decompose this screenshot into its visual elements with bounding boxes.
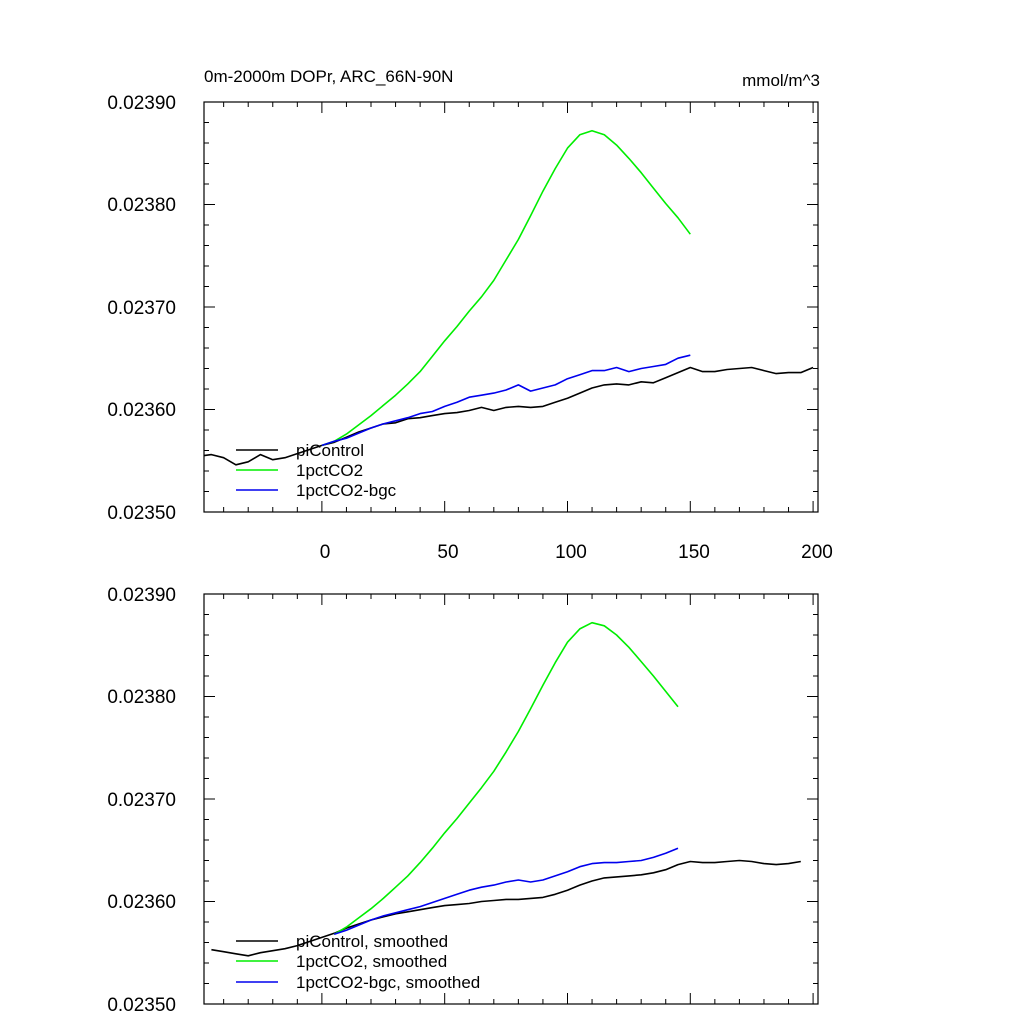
bottom-y-tick-label-0.02350: 0.02350	[107, 995, 176, 1016]
bottom-y-tick-labels: 0.02390 0.02380 0.02370 0.02360 0.02350	[107, 585, 176, 1016]
bottom-series-line-1pctco2-bgc-smoothed	[333, 847, 679, 936]
top-y-tick-label-0.02370: 0.02370	[107, 298, 176, 319]
legend-label-picontrol: piControl	[296, 441, 364, 460]
top-axis-ticks	[204, 101, 818, 513]
top-chart-units: mmol/m^3	[742, 71, 820, 90]
bottom-legend: piControl, smoothed 1pctCO2, smoothed 1p…	[236, 932, 480, 992]
x-tick-label-150: 150	[678, 542, 710, 563]
bottom-y-tick-label-0.02360: 0.02360	[107, 892, 176, 913]
top-series-line-1pctco2	[321, 129, 691, 447]
bottom-series-lines	[211, 621, 801, 957]
legend-label-1pctco2: 1pctCO2	[296, 461, 363, 480]
legend-label-1pctco2-smoothed: 1pctCO2, smoothed	[296, 952, 447, 971]
bottom-y-tick-label-0.02390: 0.02390	[107, 585, 176, 606]
top-series-line-1pctco2-bgc	[321, 354, 691, 447]
top-series-line-picontrol	[203, 366, 814, 466]
top-panel: 0m-2000m DOPr, ARC_66N-90N mmol/m^3 0.02…	[107, 67, 833, 563]
top-y-tick-label-0.02390: 0.02390	[107, 93, 176, 114]
x-tick-label-200: 200	[801, 542, 833, 563]
legend-label-picontrol-smoothed: piControl, smoothed	[296, 932, 448, 951]
top-chart-title: 0m-2000m DOPr, ARC_66N-90N	[204, 67, 453, 86]
top-legend: piControl 1pctCO2 1pctCO2-bgc	[236, 441, 397, 500]
bottom-series-line-picontrol-smoothed	[211, 859, 801, 957]
top-y-tick-label-0.02360: 0.02360	[107, 400, 176, 421]
bottom-y-tick-label-0.02370: 0.02370	[107, 790, 176, 811]
top-y-tick-label-0.02350: 0.02350	[107, 503, 176, 524]
bottom-series-line-1pctco2-smoothed	[333, 621, 679, 935]
legend-label-1pctco2-bgc-smoothed: 1pctCO2-bgc, smoothed	[296, 973, 480, 992]
top-x-tick-labels: 0 50 100 150 200	[320, 542, 833, 563]
bottom-panel: 0.02390 0.02380 0.02370 0.02360 0.02350 …	[107, 585, 819, 1016]
bottom-y-tick-label-0.02380: 0.02380	[107, 687, 176, 708]
bottom-axis-ticks	[204, 593, 818, 1005]
x-tick-label-100: 100	[555, 542, 587, 563]
top-series-lines	[203, 129, 814, 466]
x-tick-label-50: 50	[437, 542, 458, 563]
top-y-tick-label-0.02380: 0.02380	[107, 195, 176, 216]
x-tick-label-0: 0	[320, 542, 331, 563]
top-y-tick-labels: 0.02390 0.02380 0.02370 0.02360 0.02350	[107, 93, 176, 524]
legend-label-1pctco2-bgc: 1pctCO2-bgc	[296, 481, 397, 500]
